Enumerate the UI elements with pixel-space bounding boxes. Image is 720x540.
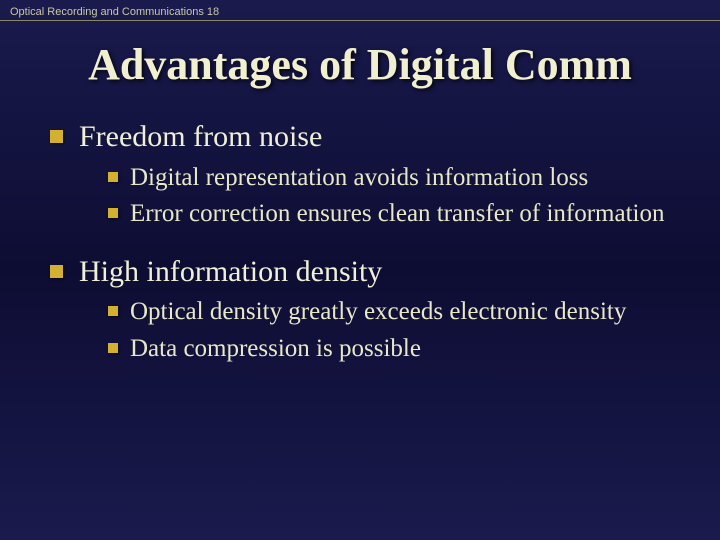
sub-list: Digital representation avoids informatio… [50,162,690,231]
list-item: Freedom from noise [50,118,690,156]
bullet-icon [50,265,63,278]
list-item-text: High information density [79,253,382,291]
sub-list-item: Error correction ensures clean transfer … [108,198,690,231]
sub-list-item-text: Digital representation avoids informatio… [130,162,588,195]
sub-list-item-text: Data compression is possible [130,333,421,366]
bullet-icon [50,130,63,143]
bullet-icon [108,172,118,182]
bullet-icon [108,306,118,316]
list-item-text: Freedom from noise [79,118,322,156]
sub-list: Optical density greatly exceeds electron… [50,296,690,365]
slide-header: Optical Recording and Communications 18 [0,0,720,21]
slide-content: Freedom from noise Digital representatio… [0,118,720,365]
slide: Optical Recording and Communications 18 … [0,0,720,540]
bullet-icon [108,343,118,353]
list-item: High information density [50,253,690,291]
sub-list-item: Optical density greatly exceeds electron… [108,296,690,329]
sub-list-item: Digital representation avoids informatio… [108,162,690,195]
sub-list-item: Data compression is possible [108,333,690,366]
bullet-icon [108,208,118,218]
slide-title: Advantages of Digital Comm [0,21,720,118]
sub-list-item-text: Error correction ensures clean transfer … [130,198,665,231]
sub-list-item-text: Optical density greatly exceeds electron… [130,296,626,329]
